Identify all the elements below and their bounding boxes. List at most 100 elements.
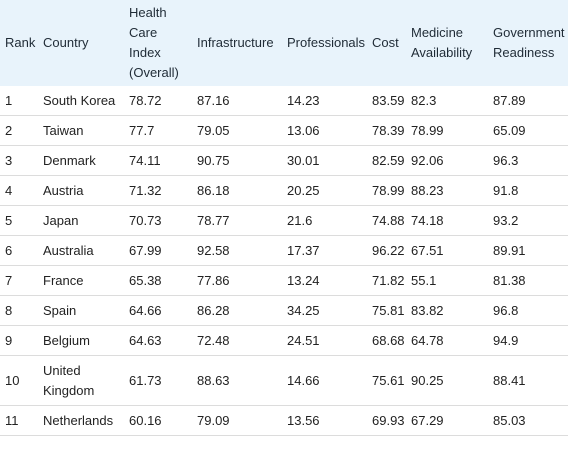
cell-rank: 1 (0, 86, 38, 116)
cell-index: 67.99 (124, 235, 192, 266)
header-professionals[interactable]: Professionals (282, 0, 368, 86)
cell-infrastructure: 86.28 (192, 295, 282, 326)
cell-cost: 96.22 (368, 235, 409, 266)
header-medicine-availability[interactable]: Medicine Availability (409, 0, 488, 86)
cell-index: 71.32 (124, 175, 192, 206)
table-row: 2 Taiwan 77.7 79.05 13.06 78.39 78.99 65… (0, 115, 568, 146)
cell-country: Belgium (38, 325, 124, 356)
cell-index: 70.73 (124, 205, 192, 236)
cell-government: 93.2 (488, 205, 568, 236)
cell-professionals: 13.06 (282, 115, 368, 146)
cell-medicine: 55.1 (409, 265, 488, 296)
cell-rank: 6 (0, 235, 38, 266)
cell-cost: 78.99 (368, 175, 409, 206)
cell-government: 65.09 (488, 115, 568, 146)
cell-government: 85.03 (488, 405, 568, 436)
table-row: 9 Belgium 64.63 72.48 24.51 68.68 64.78 … (0, 325, 568, 356)
cell-index: 64.66 (124, 295, 192, 326)
header-country[interactable]: Country (38, 0, 124, 86)
cell-country: Taiwan (38, 115, 124, 146)
cell-cost: 69.93 (368, 405, 409, 436)
cell-medicine: 90.25 (409, 355, 488, 406)
cell-medicine: 78.99 (409, 115, 488, 146)
cell-index: 78.72 (124, 86, 192, 116)
cell-rank: 5 (0, 205, 38, 236)
cell-professionals: 14.66 (282, 355, 368, 406)
header-row: Rank Country Health Care Index (Overall)… (0, 0, 568, 86)
cell-professionals: 13.24 (282, 265, 368, 296)
cell-infrastructure: 86.18 (192, 175, 282, 206)
cell-medicine: 67.29 (409, 405, 488, 436)
cell-index: 64.63 (124, 325, 192, 356)
table-row: 4 Austria 71.32 86.18 20.25 78.99 88.23 … (0, 175, 568, 206)
cell-cost: 83.59 (368, 86, 409, 116)
cell-medicine: 64.78 (409, 325, 488, 356)
cell-government: 96.3 (488, 145, 568, 176)
cell-rank: 9 (0, 325, 38, 356)
cell-rank: 11 (0, 405, 38, 436)
cell-medicine: 67.51 (409, 235, 488, 266)
health-care-ranking-table: Rank Country Health Care Index (Overall)… (0, 0, 568, 436)
header-cost[interactable]: Cost (368, 0, 409, 86)
table-row: 10 United Kingdom 61.73 88.63 14.66 75.6… (0, 355, 568, 406)
cell-cost: 75.61 (368, 355, 409, 406)
cell-professionals: 17.37 (282, 235, 368, 266)
cell-professionals: 14.23 (282, 86, 368, 116)
table-row: 5 Japan 70.73 78.77 21.6 74.88 74.18 93.… (0, 205, 568, 236)
cell-country: France (38, 265, 124, 296)
cell-country: Spain (38, 295, 124, 326)
table-row: 7 France 65.38 77.86 13.24 71.82 55.1 81… (0, 265, 568, 296)
cell-professionals: 20.25 (282, 175, 368, 206)
cell-rank: 8 (0, 295, 38, 326)
cell-professionals: 34.25 (282, 295, 368, 326)
cell-medicine: 92.06 (409, 145, 488, 176)
cell-infrastructure: 88.63 (192, 355, 282, 406)
cell-country: South Korea (38, 86, 124, 116)
table-row: 6 Australia 67.99 92.58 17.37 96.22 67.5… (0, 235, 568, 266)
cell-government: 96.8 (488, 295, 568, 326)
cell-government: 94.9 (488, 325, 568, 356)
cell-index: 77.7 (124, 115, 192, 146)
table-header: Rank Country Health Care Index (Overall)… (0, 0, 568, 86)
cell-cost: 71.82 (368, 265, 409, 296)
table-row: 11 Netherlands 60.16 79.09 13.56 69.93 6… (0, 405, 568, 436)
cell-infrastructure: 72.48 (192, 325, 282, 356)
cell-cost: 75.81 (368, 295, 409, 326)
cell-government: 87.89 (488, 86, 568, 116)
cell-country: Netherlands (38, 405, 124, 436)
cell-government: 81.38 (488, 265, 568, 296)
cell-infrastructure: 77.86 (192, 265, 282, 296)
cell-infrastructure: 79.05 (192, 115, 282, 146)
cell-infrastructure: 90.75 (192, 145, 282, 176)
table-body: 1 South Korea 78.72 87.16 14.23 83.59 82… (0, 86, 568, 436)
header-infrastructure[interactable]: Infrastructure (192, 0, 282, 86)
cell-government: 91.8 (488, 175, 568, 206)
cell-country: Austria (38, 175, 124, 206)
header-government-readiness[interactable]: Government Readiness (488, 0, 568, 86)
cell-government: 89.91 (488, 235, 568, 266)
cell-professionals: 24.51 (282, 325, 368, 356)
cell-infrastructure: 87.16 (192, 86, 282, 116)
cell-medicine: 82.3 (409, 86, 488, 116)
header-health-care-index[interactable]: Health Care Index (Overall) (124, 0, 192, 86)
cell-index: 65.38 (124, 265, 192, 296)
cell-rank: 2 (0, 115, 38, 146)
cell-professionals: 30.01 (282, 145, 368, 176)
cell-index: 61.73 (124, 355, 192, 406)
table-row: 3 Denmark 74.11 90.75 30.01 82.59 92.06 … (0, 145, 568, 176)
header-rank[interactable]: Rank (0, 0, 38, 86)
cell-professionals: 21.6 (282, 205, 368, 236)
cell-infrastructure: 78.77 (192, 205, 282, 236)
cell-country: United Kingdom (38, 355, 124, 406)
cell-infrastructure: 79.09 (192, 405, 282, 436)
cell-cost: 82.59 (368, 145, 409, 176)
table-row: 1 South Korea 78.72 87.16 14.23 83.59 82… (0, 86, 568, 116)
cell-infrastructure: 92.58 (192, 235, 282, 266)
cell-medicine: 88.23 (409, 175, 488, 206)
cell-rank: 7 (0, 265, 38, 296)
cell-rank: 10 (0, 355, 38, 406)
cell-cost: 78.39 (368, 115, 409, 146)
cell-government: 88.41 (488, 355, 568, 406)
cell-cost: 68.68 (368, 325, 409, 356)
cell-rank: 4 (0, 175, 38, 206)
